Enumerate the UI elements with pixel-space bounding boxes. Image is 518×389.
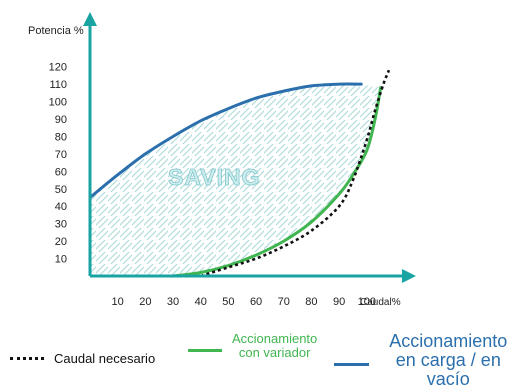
y-axis-label: Potencia % [28, 25, 84, 37]
x-axis-label: Caudal% [360, 297, 401, 308]
y-tick-label-80: 80 [55, 131, 67, 143]
x-tick-label-80: 80 [305, 296, 317, 308]
y-tick-label-60: 60 [55, 166, 67, 178]
legend-item-carga: Accionamiento en carga / en vacío [334, 332, 518, 389]
y-tick-label-110: 110 [49, 79, 67, 91]
legend-item-caudal-necesario: Caudal necesario [10, 352, 155, 366]
x-tick-label-10: 10 [112, 296, 124, 308]
series-line-variador [171, 86, 383, 278]
y-tick-label-70: 70 [55, 149, 67, 161]
saving-region [90, 84, 381, 276]
y-axis-arrow-icon [83, 12, 97, 26]
x-axis-arrow-icon [402, 269, 416, 283]
y-tick-label-50: 50 [55, 184, 67, 196]
x-tick-label-60: 60 [250, 296, 262, 308]
legend-item-variador: Accionamiento con variador [188, 332, 317, 359]
x-tick-label-30: 30 [167, 296, 179, 308]
x-tick-label-100: 100 [358, 296, 376, 308]
chart-root: Potencia % 10 20 30 40 50 60 70 80 90 100 110 120 10 2… [0, 12, 518, 388]
saving-annotation: SAVING [168, 164, 260, 190]
x-tick-label-50: 50 [222, 296, 234, 308]
series-line-carga [88, 82, 363, 200]
y-tick-label-40: 40 [55, 201, 67, 213]
series-line-caudal-necesario [200, 69, 391, 278]
y-tick-label-30: 30 [55, 219, 67, 231]
legend: Caudal necesario Accionamiento con varia… [0, 330, 518, 388]
x-tick-label-90: 90 [333, 296, 345, 308]
chart-svg: Potencia % 10 20 30 40 50 60 70 80 90 100 110 120 10 2… [28, 12, 416, 308]
legend-line-carga [334, 363, 369, 367]
y-tick-label-10: 10 [55, 254, 67, 266]
x-tick-label-70: 70 [278, 296, 290, 308]
legend-label-carga: Accionamiento en carga / en vacío [389, 331, 508, 389]
legend-label-caudal-necesario: Caudal necesario [54, 351, 156, 366]
y-tick-label-120: 120 [49, 62, 67, 74]
y-tick-label-90: 90 [55, 114, 67, 126]
legend-label-variador: Accionamiento con variador [232, 331, 318, 360]
legend-line-variador [188, 348, 222, 352]
legend-line-caudal-necesario [10, 357, 44, 361]
x-tick-label-40: 40 [195, 296, 207, 308]
y-tick-label-20: 20 [55, 236, 67, 248]
x-tick-label-20: 20 [139, 296, 151, 308]
y-tick-label-100: 100 [49, 97, 67, 109]
